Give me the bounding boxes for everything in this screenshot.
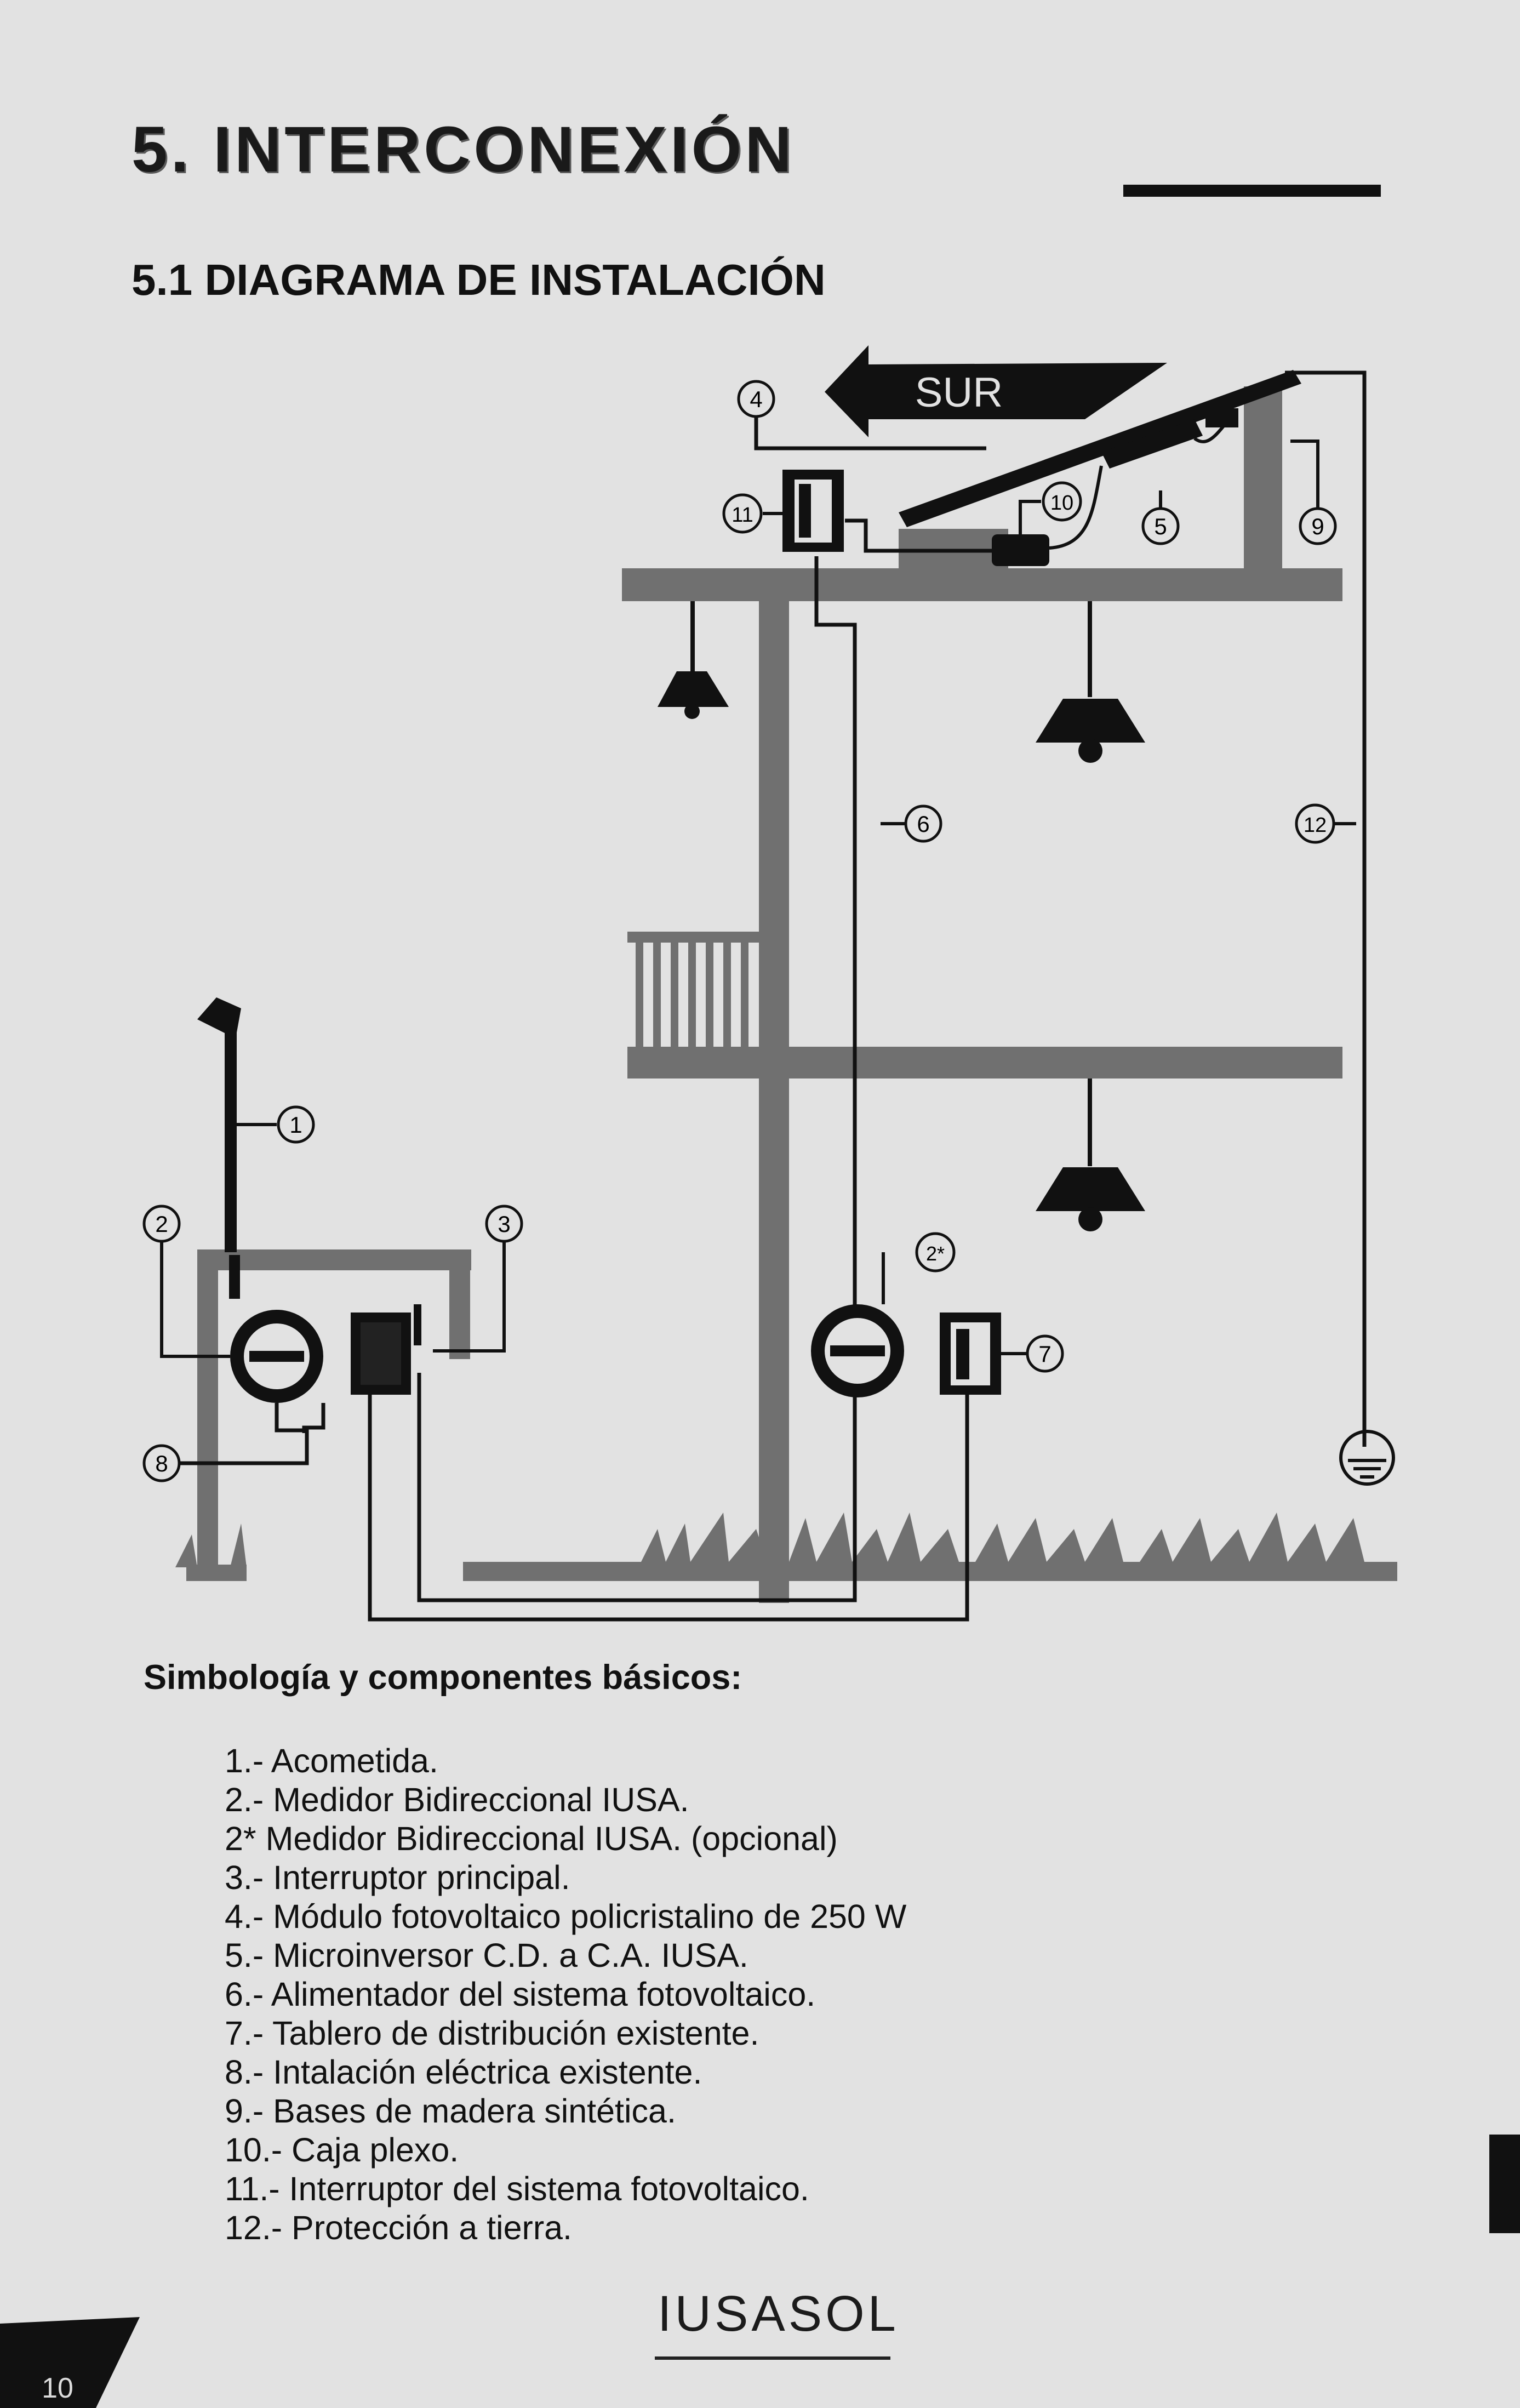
legend-item: 12.- Protección a tierra. [225, 2209, 573, 2246]
balcony-balusters [636, 943, 748, 1047]
junction-box [992, 534, 1049, 566]
ground-symbol [1339, 1430, 1395, 1486]
direction-arrow: SUR [825, 345, 1167, 437]
callout-5: 5 [1141, 507, 1180, 545]
svg-text:4: 4 [750, 386, 762, 412]
legend-title: Simbología y componentes básicos: [144, 1658, 742, 1697]
svg-text:6: 6 [917, 811, 929, 837]
callout-7: 7 [1026, 1334, 1064, 1373]
svg-text:10: 10 [1050, 492, 1073, 515]
svg-text:11: 11 [732, 504, 753, 527]
legend-item: 2.- Medidor Bidireccional IUSA. [225, 1781, 689, 1818]
callout-6: 6 [904, 804, 942, 843]
acometida-wire [229, 1255, 240, 1299]
pv-disconnect-switch [782, 470, 844, 552]
bidirectional-meter [230, 1310, 323, 1403]
service-drop [197, 997, 241, 1252]
legend-item: 1.- Acometida. [225, 1742, 438, 1779]
svg-text:5: 5 [1154, 513, 1167, 539]
callout-2: 2 [142, 1205, 181, 1243]
svg-text:3: 3 [498, 1211, 510, 1237]
lamp-icon [1036, 1167, 1145, 1211]
meter-enclosure-left [197, 1249, 218, 1578]
legend-item: 6.- Alimentador del sistema fotovoltaico… [225, 1976, 816, 2013]
svg-text:9: 9 [1311, 513, 1324, 539]
callout-8: 8 [142, 1444, 181, 1482]
legend-list: 1.- Acometida. 2.- Medidor Bidireccional… [225, 1742, 906, 2247]
callout-3: 3 [485, 1205, 523, 1243]
legend-item: 4.- Módulo fotovoltaico policristalino d… [225, 1898, 907, 1935]
svg-text:12: 12 [1304, 814, 1327, 837]
building-structure [186, 386, 1397, 1603]
lamp-cord [1088, 1079, 1092, 1166]
ground-line [463, 1562, 1397, 1581]
legend-item: 7.- Tablero de distribución existente. [225, 2015, 759, 2052]
lamp-cord [690, 601, 695, 672]
brand-logo: IUSASOL [658, 2286, 899, 2342]
svg-text:7: 7 [1038, 1341, 1051, 1367]
edge-mark [1489, 2135, 1520, 2233]
microinverter [1101, 419, 1203, 469]
main-breaker [351, 1304, 421, 1395]
svg-text:1: 1 [289, 1112, 302, 1138]
header-rule [1123, 185, 1381, 197]
legend-item: 11.- Interruptor del sistema fotovoltaic… [225, 2170, 809, 2207]
distribution-panel [940, 1313, 1001, 1395]
floor-slab [627, 1047, 1342, 1079]
callouts: 4 11 10 5 9 6 12 1 2 3 2* 7 8 [142, 380, 1337, 1482]
solar-panel [899, 370, 1301, 527]
meter-enclosure-top [197, 1249, 471, 1270]
optional-meter [811, 1304, 904, 1397]
svg-text:2: 2 [155, 1211, 168, 1237]
building-wall [759, 600, 789, 1603]
roof-slab [622, 568, 1342, 601]
balcony-rail [627, 932, 759, 943]
legend-item: 10.- Caja plexo. [225, 2131, 459, 2169]
svg-text:2*: 2* [926, 1242, 945, 1265]
callout-1: 1 [277, 1105, 315, 1144]
page-subtitle: 5.1 DIAGRAMA DE INSTALACIÓN [132, 255, 826, 304]
lamps [658, 601, 1145, 1231]
rack-support [1244, 386, 1282, 570]
wiring [178, 370, 1367, 1622]
callout-4: 4 [737, 380, 775, 418]
callout-10: 10 [1042, 481, 1082, 522]
legend-item: 5.- Microinversor C.D. a C.A. IUSA. [225, 1937, 748, 1974]
meter-enclosure-right [449, 1249, 470, 1359]
callout-9: 9 [1299, 507, 1337, 545]
legend-item: 8.- Intalación eléctrica existente. [225, 2053, 702, 2091]
legend-item: 3.- Interruptor principal. [225, 1859, 570, 1896]
grass [175, 1513, 1364, 1567]
legend-item: 9.- Bases de madera sintética. [225, 2092, 676, 2130]
lamp-icon [1036, 699, 1145, 743]
direction-label: SUR [915, 369, 1003, 416]
callout-2-star: 2* [915, 1232, 956, 1273]
legend-item: 2* Medidor Bidireccional IUSA. (opcional… [225, 1820, 838, 1857]
callout-12: 12 [1295, 803, 1335, 844]
svg-text:8: 8 [155, 1451, 168, 1476]
brand-underline [655, 2356, 890, 2360]
lamp-icon [658, 671, 729, 707]
lamp-cord [1088, 601, 1092, 697]
callout-11: 11 [722, 493, 763, 534]
section-header: 5. INTERCONEXIÓN [132, 113, 795, 186]
